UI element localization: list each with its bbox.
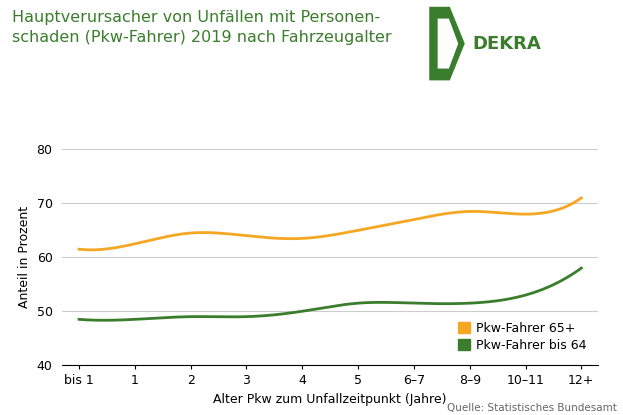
X-axis label: Alter Pkw zum Unfallzeitpunkt (Jahre): Alter Pkw zum Unfallzeitpunkt (Jahre): [214, 393, 447, 406]
Text: DEKRA: DEKRA: [472, 34, 541, 53]
Text: Hauptverursacher von Unfällen mit Personen-
schaden (Pkw-Fahrer) 2019 nach Fahrz: Hauptverursacher von Unfällen mit Person…: [12, 10, 392, 44]
Text: Quelle: Statistisches Bundesamt: Quelle: Statistisches Bundesamt: [447, 403, 617, 413]
Polygon shape: [437, 19, 459, 68]
Y-axis label: Anteil in Prozent: Anteil in Prozent: [18, 206, 31, 308]
Polygon shape: [429, 7, 465, 81]
Legend: Pkw-Fahrer 65+, Pkw-Fahrer bis 64: Pkw-Fahrer 65+, Pkw-Fahrer bis 64: [452, 317, 592, 357]
